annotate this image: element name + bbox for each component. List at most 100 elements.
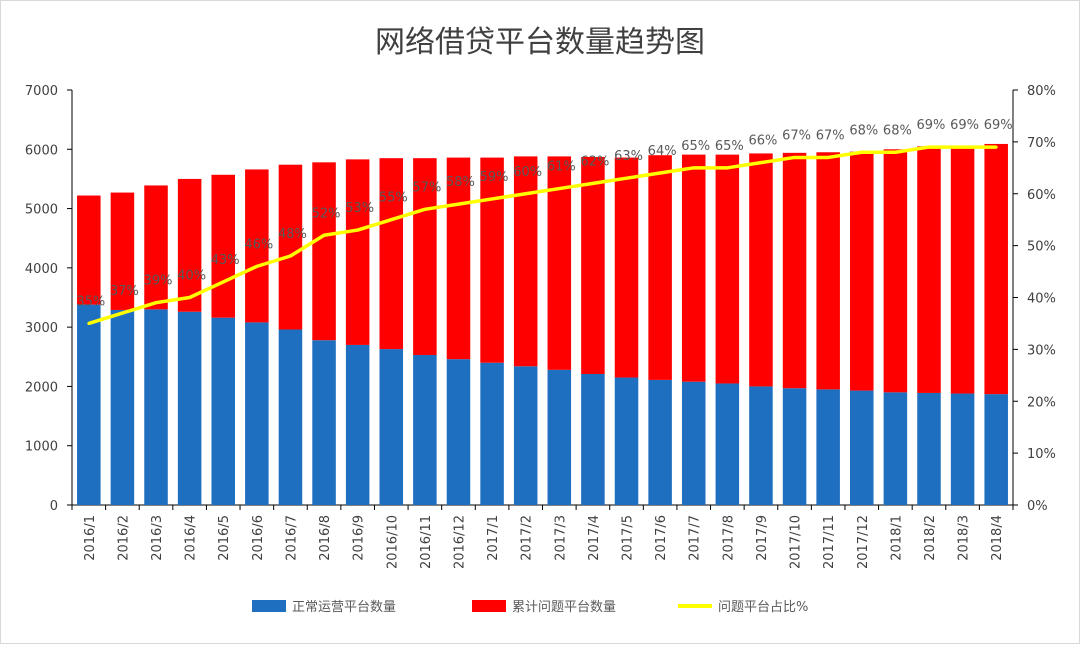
line-point: [356, 228, 360, 232]
x-tick-label: 2017/6: [654, 515, 669, 561]
bar-problem-platforms: [883, 149, 908, 393]
y-right-tick-label: 10%: [1027, 447, 1056, 462]
line-point: [188, 296, 192, 299]
bar-problem-platforms: [581, 156, 605, 374]
x-tick-label: 2017/7: [688, 515, 703, 561]
bar-normal-platforms: [950, 393, 975, 505]
bar-problem-platforms: [211, 174, 235, 318]
x-tick-label: 2018/2: [923, 515, 938, 561]
x-tick-label: 2017/2: [520, 515, 535, 561]
x-tick-label: 2016/5: [217, 515, 232, 561]
bar-normal-platforms: [144, 309, 168, 505]
bar-problem-platforms: [681, 154, 706, 382]
data-label-ratio: 69%: [950, 118, 979, 133]
x-tick-label: 2016/7: [284, 515, 299, 561]
data-label-ratio: 63%: [614, 149, 643, 164]
data-label-ratio: 57%: [412, 180, 441, 195]
line-point: [557, 187, 561, 191]
legend-swatch: [472, 600, 506, 612]
line-point: [860, 150, 864, 154]
data-label-ratio: 53%: [345, 201, 374, 216]
line-point: [87, 321, 91, 325]
line-point: [625, 176, 629, 180]
bar-problem-platforms: [850, 151, 874, 391]
data-label-ratio: 43%: [211, 253, 240, 268]
line-point: [826, 155, 830, 159]
line-point: [120, 311, 124, 315]
bar-normal-platforms: [110, 309, 135, 505]
x-tick-label: 2016/11: [419, 515, 434, 569]
y-left-tick-label: 5000: [25, 203, 58, 218]
bar-normal-platforms: [681, 381, 706, 505]
bar-normal-platforms: [816, 389, 840, 505]
data-label-ratio: 60%: [513, 165, 542, 180]
legend-label: 问题平台占比%: [718, 600, 808, 615]
bar-normal-platforms: [446, 359, 471, 505]
legend: 正常运营平台数量 累计问题平台数量 问题平台占比%: [252, 600, 808, 615]
bar-problem-platforms: [513, 156, 538, 367]
bar-normal-platforms: [749, 386, 773, 505]
line-point: [692, 166, 696, 170]
data-label-ratio: 55%: [379, 191, 408, 206]
bar-normal-platforms: [278, 329, 303, 505]
legend-swatch: [252, 600, 286, 612]
data-label-ratio: 67%: [782, 128, 811, 143]
data-label-ratio: 37%: [110, 284, 139, 299]
line-point: [591, 181, 595, 185]
bar-problem-platforms: [245, 169, 269, 323]
bar-normal-platforms: [177, 311, 202, 505]
bar-normal-platforms: [850, 390, 874, 505]
data-label-ratio: 67%: [816, 128, 845, 143]
x-tick-label: 2016/1: [83, 515, 98, 561]
bar-problem-platforms: [144, 185, 168, 310]
data-label-ratio: 46%: [244, 237, 273, 252]
data-label-ratio: 68%: [883, 123, 912, 138]
line-point: [961, 145, 965, 149]
bar-normal-platforms: [782, 388, 807, 505]
y-right-tick-label: 40%: [1027, 292, 1056, 307]
data-label-ratio: 64%: [648, 144, 677, 159]
chart-title: 网络借贷平台数量趋势图: [375, 25, 705, 60]
bar-problem-platforms: [177, 178, 202, 312]
x-tick-label: 2016/4: [184, 515, 199, 561]
bar-normal-platforms: [648, 379, 672, 505]
y-right-tick-label: 30%: [1027, 343, 1056, 358]
x-tick-label: 2016/6: [251, 515, 266, 561]
bar-normal-platforms: [211, 317, 235, 505]
bar-normal-platforms: [513, 366, 538, 505]
bar-problem-platforms: [312, 162, 336, 341]
bar-problem-platforms: [446, 157, 471, 360]
x-tick-label: 2016/9: [352, 515, 367, 561]
x-tick-label: 2017/1: [486, 515, 501, 561]
bar-normal-platforms: [413, 355, 437, 505]
bar-problem-platforms: [345, 159, 370, 345]
bar-problem-platforms: [110, 192, 135, 310]
x-tick-label: 2017/9: [755, 515, 770, 561]
x-tick-label: 2017/5: [621, 515, 636, 561]
line-point: [255, 264, 259, 268]
legend-label: 正常运营平台数量: [292, 600, 396, 615]
line-point: [927, 145, 931, 149]
y-left-tick-label: 4000: [25, 262, 58, 277]
line-problem-ratio: [88, 145, 997, 326]
x-tick-label: 2017/11: [822, 515, 837, 569]
y-right-tick-label: 60%: [1027, 188, 1056, 203]
bar-normal-platforms: [917, 392, 941, 505]
data-label-ratio: 69%: [917, 118, 946, 133]
x-tick-label: 2016/2: [116, 515, 131, 561]
line-point: [490, 197, 494, 201]
bar-problem-platforms: [278, 164, 303, 330]
x-tick-label: 2018/3: [957, 515, 972, 561]
y-left-tick-label: 0: [50, 499, 58, 514]
y-right-tick-label: 50%: [1027, 240, 1056, 255]
y-left-tick-label: 3000: [25, 321, 58, 336]
bar-problem-platforms: [480, 157, 504, 363]
data-label-ratio: 65%: [681, 139, 710, 154]
x-tick-label: 2017/12: [856, 515, 871, 569]
data-label-ratio: 52%: [312, 206, 341, 221]
x-tick-label: 2016/10: [385, 515, 400, 569]
y-right-tick-label: 80%: [1027, 84, 1056, 99]
bar-problem-platforms: [547, 156, 572, 370]
x-tick-label: 2018/4: [990, 515, 1005, 561]
